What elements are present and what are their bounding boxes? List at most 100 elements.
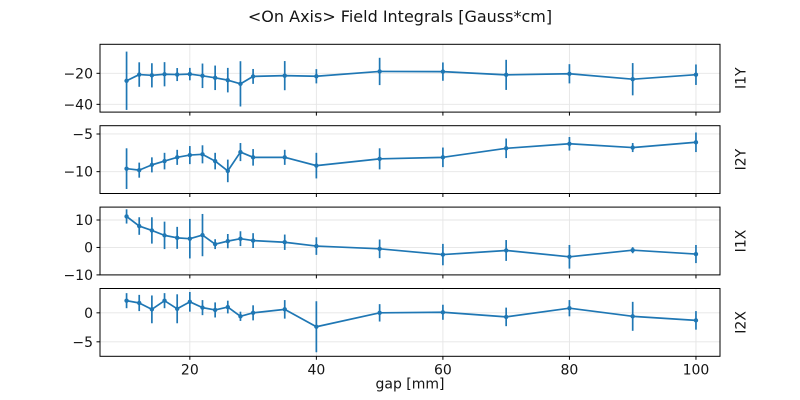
y-tick-label: −5 [72, 127, 93, 143]
data-point [137, 167, 142, 173]
data-point [225, 238, 230, 244]
data-line [126, 299, 697, 328]
data-point [440, 69, 446, 74]
axis-label-i2x: I2X [734, 311, 750, 334]
data-point [693, 72, 699, 77]
data-line [126, 141, 697, 172]
data-point [377, 156, 382, 162]
data-point [250, 238, 256, 243]
data-point [567, 254, 572, 259]
data-point [314, 163, 319, 168]
data-point [149, 162, 155, 168]
data-point [238, 236, 243, 241]
data-point [137, 300, 142, 306]
data-point [250, 310, 256, 316]
data-point [503, 146, 509, 151]
data-point [693, 140, 699, 145]
data-point [137, 223, 142, 229]
data-point [567, 306, 572, 311]
data-point [377, 69, 382, 74]
axis-label-i1y: I1Y [734, 67, 750, 89]
data-point [162, 72, 167, 77]
data-point [225, 168, 230, 174]
data-point [212, 158, 218, 164]
data-point [503, 314, 509, 320]
data-point [503, 248, 509, 253]
data-point [238, 314, 243, 319]
data-point [212, 75, 218, 81]
data-point [212, 241, 218, 247]
x-tick-label: 80 [561, 363, 579, 379]
data-point [124, 78, 129, 83]
data-point [124, 298, 129, 303]
x-tick-label: 40 [307, 363, 325, 379]
data-point [693, 251, 699, 257]
data-point [187, 236, 193, 241]
data-point [503, 72, 509, 78]
data-point [567, 71, 572, 76]
data-point [440, 252, 446, 257]
data-point [124, 166, 129, 171]
data-point [314, 324, 319, 329]
data-point [630, 77, 635, 82]
x-tick-label: 60 [434, 363, 452, 379]
data-point [250, 74, 256, 79]
data-point [124, 214, 129, 219]
y-tick-label: −20 [63, 66, 93, 82]
y-tick-label: −5 [72, 335, 93, 351]
data-point [200, 152, 205, 157]
subplot-i1y: −20 −40 I1Y [63, 43, 750, 116]
x-axis-label: gap [mm] [375, 377, 444, 393]
data-point [377, 310, 382, 316]
axes-frame [99, 288, 721, 357]
data-point [162, 298, 167, 303]
y-tick-label: 10 [75, 213, 93, 229]
data-point [162, 233, 167, 238]
data-point [282, 73, 287, 78]
subplot-i2y: −5 −10 I2Y [63, 125, 750, 197]
data-point [630, 145, 635, 150]
data-point [567, 141, 572, 146]
data-line [126, 215, 697, 258]
data-point [149, 307, 155, 312]
data-point [174, 306, 180, 311]
data-point [282, 155, 287, 160]
data-point [187, 71, 193, 77]
data-point [377, 246, 382, 252]
data-point [282, 307, 287, 312]
data-point [200, 232, 205, 238]
x-tick-label: 20 [181, 363, 199, 379]
axes-frame [99, 43, 721, 113]
axes-frame [99, 206, 721, 276]
data-point [212, 307, 218, 313]
data-point [250, 155, 256, 160]
data-point [225, 77, 230, 83]
data-point [282, 240, 287, 245]
data-point [225, 304, 230, 310]
y-tick-label: −10 [63, 268, 93, 284]
data-point [630, 314, 635, 319]
data-point [149, 73, 155, 78]
data-point [238, 81, 243, 87]
data-point [162, 158, 167, 164]
chart-title: <On Axis> Field Integrals [Gauss*cm] [247, 7, 553, 26]
data-point [693, 318, 699, 323]
data-point [174, 155, 180, 160]
data-point [174, 235, 180, 241]
y-tick-label: 0 [84, 240, 93, 256]
data-point [200, 305, 205, 310]
data-point [200, 73, 205, 78]
axes-frame [99, 125, 721, 194]
axis-label-i1x: I1X [734, 229, 750, 252]
y-tick-label: 0 [84, 306, 93, 322]
data-point [174, 72, 180, 77]
data-point [187, 299, 193, 305]
data-point [440, 155, 446, 160]
y-tick-label: −10 [63, 165, 93, 181]
data-point [440, 310, 446, 315]
subplot-i1x: 10 0 −10 I1X [63, 206, 750, 284]
axis-label-i2y: I2Y [734, 148, 750, 170]
data-point [630, 247, 635, 253]
